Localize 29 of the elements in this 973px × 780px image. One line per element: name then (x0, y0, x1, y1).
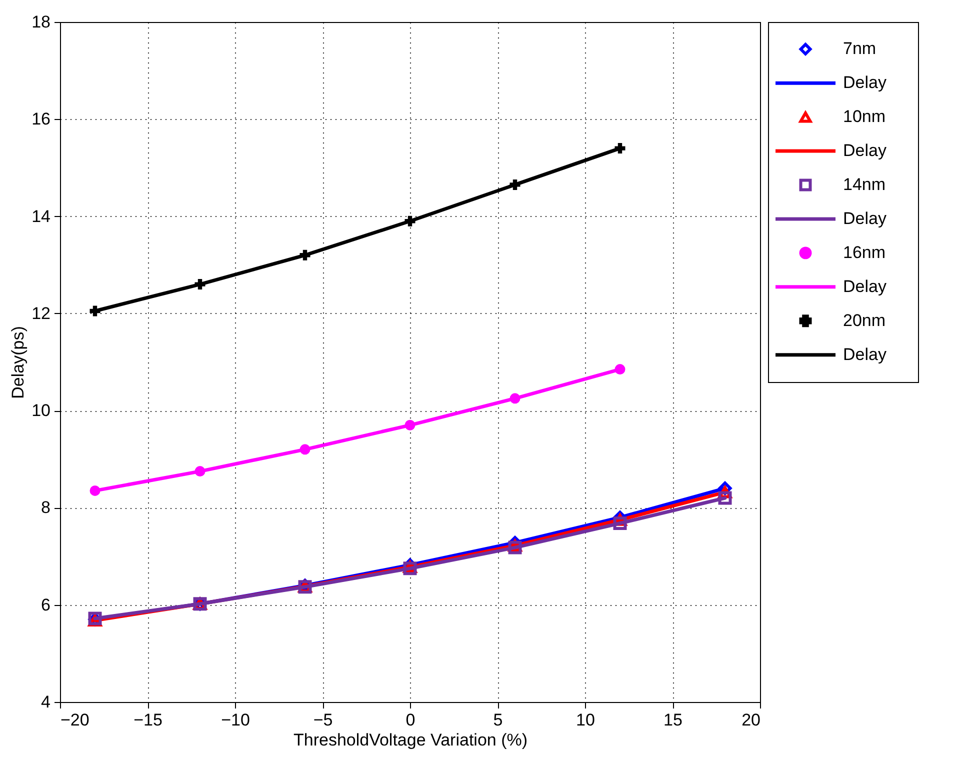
y-tick-label: 4 (41, 692, 50, 712)
legend-label: Delay (843, 344, 887, 364)
x-tick-label: 20 (742, 710, 760, 730)
legend-label: Delay (843, 276, 887, 296)
x-tick-label: −5 (313, 710, 333, 730)
x-tick-label: −20 (60, 710, 90, 730)
y-tick-label: 10 (32, 401, 50, 420)
x-tick-label: −15 (134, 710, 162, 730)
y-tick-label: 16 (32, 110, 50, 129)
x-tick-label: 0 (406, 710, 416, 730)
y-tick-label: 18 (32, 12, 50, 32)
x-axis-title: ThresholdVoltage Variation (%) (293, 730, 528, 750)
legend-label: Delay (843, 73, 887, 92)
y-tick-label: 12 (32, 304, 50, 323)
x-tick-label: 15 (664, 710, 682, 730)
legend-label: 16nm (843, 242, 886, 262)
legend-label: 7nm (843, 39, 876, 58)
legend-label: 14nm (843, 175, 886, 194)
legend-label: Delay (843, 141, 887, 160)
legend-label: 20nm (843, 310, 886, 330)
legend-label: 10nm (843, 107, 886, 126)
y-axis-title: Delay(ps) (8, 326, 28, 399)
y-tick-label: 14 (32, 206, 50, 226)
legend-label: Delay (843, 208, 887, 228)
y-tick-label: 6 (41, 595, 50, 614)
y-tick-label: 8 (41, 498, 50, 518)
x-tick-label: 5 (493, 710, 503, 730)
x-tick-label: 10 (576, 710, 595, 730)
x-tick-label: −10 (221, 710, 250, 730)
